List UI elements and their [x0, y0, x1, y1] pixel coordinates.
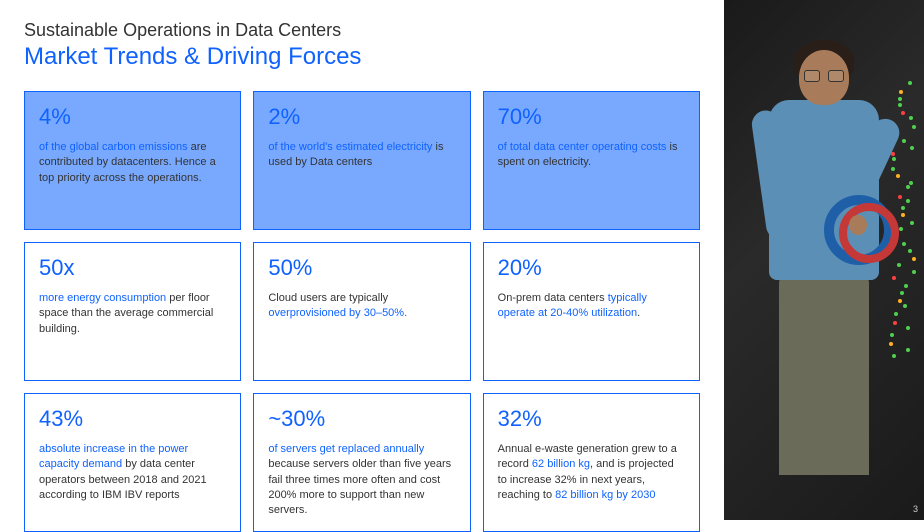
- stat-description: of servers get replaced annually because…: [268, 442, 455, 519]
- stat-description: of the world's estimated electricity is …: [268, 140, 455, 171]
- stat-value: 70%: [498, 104, 685, 130]
- stat-description: absolute increase in the power capacity …: [39, 442, 226, 504]
- stat-description: Annual e-waste generation grew to a reco…: [498, 442, 685, 504]
- stat-card-0: 4% of the global carbon emissions are con…: [24, 91, 241, 230]
- content-area: Sustainable Operations in Data Centers M…: [0, 0, 724, 520]
- stat-card-6: 43% absolute increase in the power capaci…: [24, 393, 241, 532]
- stat-value: 20%: [498, 255, 685, 281]
- stat-value: 32%: [498, 406, 685, 432]
- stat-grid: 4% of the global carbon emissions are con…: [24, 91, 700, 532]
- person-illustration: [754, 40, 894, 480]
- stat-description: of the global carbon emissions are contr…: [39, 140, 226, 186]
- stat-card-4: 50% Cloud users are typically overprovisi…: [253, 242, 470, 381]
- slide-subtitle: Sustainable Operations in Data Centers: [24, 20, 700, 41]
- slide-title: Market Trends & Driving Forces: [24, 43, 700, 71]
- stat-card-3: 50x more energy consumption per floor spa…: [24, 242, 241, 381]
- stat-value: 50%: [268, 255, 455, 281]
- stat-value: 4%: [39, 104, 226, 130]
- stat-card-7: ~30% of servers get replaced annually bec…: [253, 393, 470, 532]
- stat-card-8: 32% Annual e-waste generation grew to a r…: [483, 393, 700, 532]
- stat-description: On-prem data centers typically operate a…: [498, 291, 685, 322]
- stat-value: 43%: [39, 406, 226, 432]
- header: Sustainable Operations in Data Centers M…: [24, 20, 700, 71]
- stat-card-2: 70% of total data center operating costs …: [483, 91, 700, 230]
- stat-description: of total data center operating costs is …: [498, 140, 685, 171]
- page-number: 3: [913, 504, 918, 514]
- photo-panel: 3: [724, 0, 924, 520]
- stat-card-5: 20% On-prem data centers typically operat…: [483, 242, 700, 381]
- stat-value: 2%: [268, 104, 455, 130]
- stat-value: ~30%: [268, 406, 455, 432]
- stat-description: Cloud users are typically overprovisione…: [268, 291, 455, 322]
- slide: Sustainable Operations in Data Centers M…: [0, 0, 924, 520]
- stat-card-1: 2% of the world's estimated electricity i…: [253, 91, 470, 230]
- stat-description: more energy consumption per floor space …: [39, 291, 226, 337]
- stat-value: 50x: [39, 255, 226, 281]
